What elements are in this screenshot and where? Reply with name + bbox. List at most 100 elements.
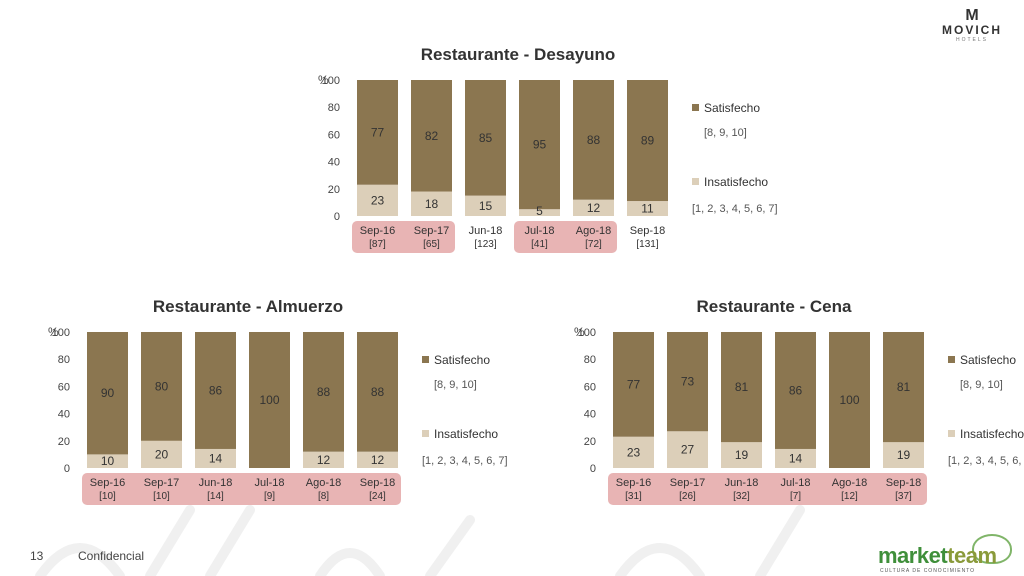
data-label-insatisfecho: 20 [155,447,169,461]
data-label-satisfecho: 81 [897,380,911,394]
x-tick-count: [12] [841,491,858,502]
bar-insatisfecho [357,451,398,468]
data-label-satisfecho: 82 [425,129,439,143]
bar-satisfecho [357,80,398,185]
data-label-insatisfecho: 11 [641,202,654,216]
chart-desayuno: Restaurante - Desayuno 0 20 40 60 80 100% 77 23 S… [318,45,778,253]
legend-label-insatisfecho: Insatisfecho [434,427,498,441]
bar-satisfecho [519,80,560,210]
bar-satisfecho [573,80,614,200]
data-label-satisfecho: 100 [259,393,279,407]
category-highlight [514,221,617,253]
y-tick-label: 0 [334,211,340,223]
bar-satisfecho [613,332,654,437]
bar-satisfecho [141,332,182,441]
x-tick-label: Jun-18 [199,477,233,489]
x-tick-count: [72] [585,239,602,250]
y-axis-unit: % [318,73,329,87]
bar-insatisfecho [87,454,128,468]
category-highlight [82,473,401,505]
chart-title: Restaurante - Desayuno [421,45,616,64]
y-tick-label: 20 [58,436,70,448]
x-tick-label: Ago-18 [832,477,867,489]
x-tick-count: [123] [474,239,496,250]
legend-label-insatisfecho: Insatisfecho [960,427,1024,441]
movich-logo-sub: HOTELS [955,37,988,43]
x-tick-label: Sep-16 [90,477,125,489]
category-highlight [352,221,455,253]
y-tick-label: 20 [584,436,596,448]
x-tick-label: Sep-18 [630,225,665,237]
bar-insatisfecho [303,451,344,468]
legend-swatch-satisfecho [422,356,429,363]
data-label-satisfecho: 73 [681,375,695,389]
data-label-satisfecho: 88 [317,385,331,399]
data-label-insatisfecho: 27 [681,443,695,457]
data-label-insatisfecho: 23 [371,193,385,207]
bar-satisfecho [87,332,128,455]
brain-icon [972,534,1012,564]
x-tick-count: [7] [790,491,801,502]
data-label-insatisfecho: 19 [897,448,911,462]
movich-logo-name: MOVICH [942,23,1002,37]
y-tick-label: 40 [584,409,596,421]
x-tick-label: Ago-18 [576,225,611,237]
x-tick-count: [31] [625,491,642,502]
bar-satisfecho [883,332,924,443]
data-label-insatisfecho: 19 [735,448,749,462]
bar-insatisfecho [357,184,398,216]
x-tick-count: [32] [733,491,750,502]
marketteam-word-part2: team [947,543,997,568]
x-tick-label: Sep-18 [886,477,921,489]
x-tick-label: Jul-18 [781,477,811,489]
data-label-insatisfecho: 12 [587,201,601,215]
movich-logo: M MOVICH HOTELS [932,8,1012,44]
data-label-satisfecho: 88 [587,133,601,147]
bar-insatisfecho [573,199,614,216]
legend-label-satisfecho: Satisfecho [960,353,1016,367]
y-tick-label: 100 [578,327,596,339]
legend-swatch-satisfecho [692,104,699,111]
marketteam-wordmark: marketteam [878,544,997,568]
x-tick-label: Jul-18 [525,225,555,237]
x-tick-label: Sep-17 [670,477,705,489]
data-label-satisfecho: 80 [155,379,169,393]
x-tick-count: [9] [264,491,275,502]
chart-cena: Restaurante - Cena 0 20 40 60 80 100% 77 23 Sep-1… [574,297,1024,505]
chart-title: Restaurante - Almuerzo [153,297,343,316]
data-label-insatisfecho: 14 [789,451,803,465]
bar-satisfecho [411,80,452,192]
x-tick-label: Sep-16 [616,477,651,489]
legend-swatch-satisfecho [948,356,955,363]
legend-swatch-insatisfecho [692,178,699,185]
legend-range-insatisfecho: [1, 2, 3, 4, 5, 6, 7] [692,203,778,215]
y-tick-label: 100 [52,327,70,339]
x-tick-label: Jun-18 [469,225,503,237]
bar-satisfecho [357,332,398,452]
bar-satisfecho [627,80,668,202]
data-label-satisfecho: 77 [627,377,641,391]
x-tick-label: Ago-18 [306,477,341,489]
y-tick-label: 80 [328,102,340,114]
y-tick-label: 40 [58,409,70,421]
data-label-satisfecho: 86 [209,383,223,397]
x-tick-count: [26] [679,491,696,502]
bar-insatisfecho [721,442,762,468]
legend-range-insatisfecho: [1, 2, 3, 4, 5, 6, 7] [422,455,508,467]
legend-range-satisfecho: [8, 9, 10] [434,379,477,391]
x-tick-count: [131] [636,239,658,250]
confidential-label: Confidencial [78,549,145,563]
bar-insatisfecho [195,448,236,468]
legend-swatch-insatisfecho [948,430,955,437]
data-label-satisfecho: 89 [641,134,655,148]
x-tick-count: [14] [207,491,224,502]
legend-range-satisfecho: [8, 9, 10] [704,127,747,139]
bar-insatisfecho [667,431,708,468]
bar-insatisfecho [613,436,654,468]
bar-satisfecho [829,332,870,468]
x-tick-label: Sep-18 [360,477,395,489]
x-tick-count: [41] [531,239,548,250]
x-tick-label: Jul-18 [255,477,285,489]
movich-logo-mark: M [965,7,979,24]
bar-satisfecho [721,332,762,443]
